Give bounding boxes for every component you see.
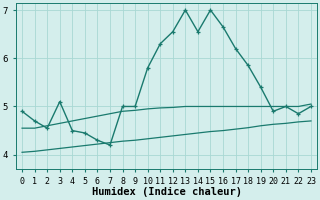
- X-axis label: Humidex (Indice chaleur): Humidex (Indice chaleur): [92, 187, 242, 197]
